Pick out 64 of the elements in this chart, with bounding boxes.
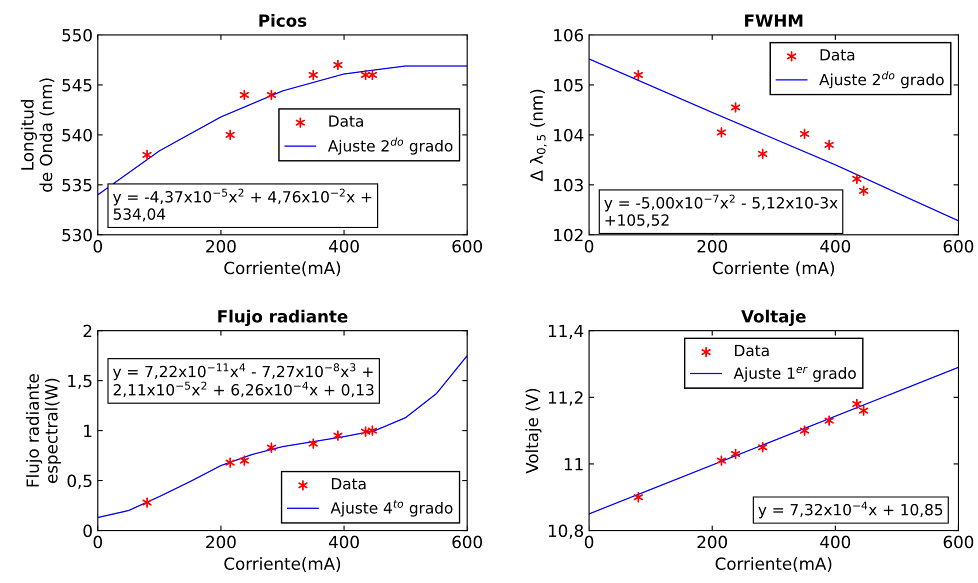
x-tick-label: 0 [584,240,594,253]
x-tick-label: 600 [452,536,482,548]
legend-label: Ajuste 1$^{er}$ grado [734,366,856,382]
x-tick-label: 0 [94,240,102,253]
x-axis-title: Corriente(mA) [224,557,340,572]
y-axis-title: Voltaje (V) [525,388,542,474]
legend-label: Ajuste 2$^{do}$ grado [819,71,944,88]
point [308,70,318,80]
y-tick-label: 1 [84,424,92,437]
y-tick-label: 104 [554,128,584,142]
y-tick-label: 540 [62,128,92,142]
point [226,130,235,140]
y-tick-label: 0,5 [68,474,92,489]
x-axis-title: Corriente(mA) [716,557,832,572]
chart-title: FWHM [745,14,802,27]
y-tick-label: 105 [554,78,583,92]
y-axis-title: Δ λ$_{0,5}$ (nm) [530,90,547,182]
y-tick-label: 11,2 [548,391,583,406]
y-tick-label: 530 [62,228,92,242]
x-tick-label: 600 [944,240,974,253]
point [333,60,343,70]
y-tick-label: 550 [62,28,92,42]
y-tick-label: 545 [62,79,92,92]
y-tick-label: 1,5 [68,374,92,389]
text: y = -5,00x10$^{−7}$x$^{2}$ - 5,12x10-3x +105,52 [604,194,838,228]
text: y = -4,37x10$^{−5}$x$^{2}$ + 4,76x10$^{−2}$x + 534,04 [113,188,372,222]
x-tick-label: 400 [328,536,359,548]
annotation: y = 7,32x10$^{−4}$x + 10,85 [758,502,942,518]
y-tick-label: 535 [62,178,92,192]
x-tick-label: 600 [944,536,974,548]
y-tick-label: 106 [554,28,584,42]
chart-title: Picos [259,14,306,27]
y-axis-title: Flujo radiante espectral(W) [26,374,61,486]
x-tick-label: 400 [820,536,850,548]
x-tick-label: 200 [206,536,236,548]
y-tick-label: 11 [564,458,583,470]
y-axis-title: Longitud de Onda (nm) [20,78,54,192]
x-tick-label: 200 [698,536,727,548]
x-tick-label: 200 [698,240,727,253]
y-tick-label: 2 [84,324,92,338]
y-tick-label: 10,8 [548,524,584,539]
x-tick-label: 0 [94,536,102,548]
x-tick-label: 400 [820,240,850,253]
y-tick-label: 103 [554,178,583,192]
y-tick-label: 0 [83,524,92,538]
y-tick-label: 102 [554,228,583,242]
legend-label: Ajuste 4$^{to}$ grado [330,500,452,517]
y-tick-label: 11,4 [548,324,584,339]
legend-label: Data [329,116,363,127]
x-tick-label: 0 [584,536,594,548]
line-series [98,355,468,518]
legend-label: Ajuste 2$^{do}$ grado [328,137,452,155]
x-axis-title: Corriente(mA) [224,261,340,276]
x-axis-title: Corriente (mA) [712,261,834,276]
x-tick-label: 200 [206,240,236,253]
point [368,70,378,80]
chart-title: Flujo radiante [218,310,348,326]
text: y = 7,22x10$^{−11}$x$^{4}$ - 7,27x10$^{−8}$x$^{3}$ + 2,11x10$^{−5}$x$^{2}$ + 6,26x10$^{−4}$x + 0,13 [113,363,374,398]
point [142,150,152,160]
point [266,90,276,100]
point [240,90,249,100]
chart-title: Voltaje [741,310,806,326]
x-tick-label: 400 [328,240,359,253]
x-tick-label: 600 [452,240,482,253]
